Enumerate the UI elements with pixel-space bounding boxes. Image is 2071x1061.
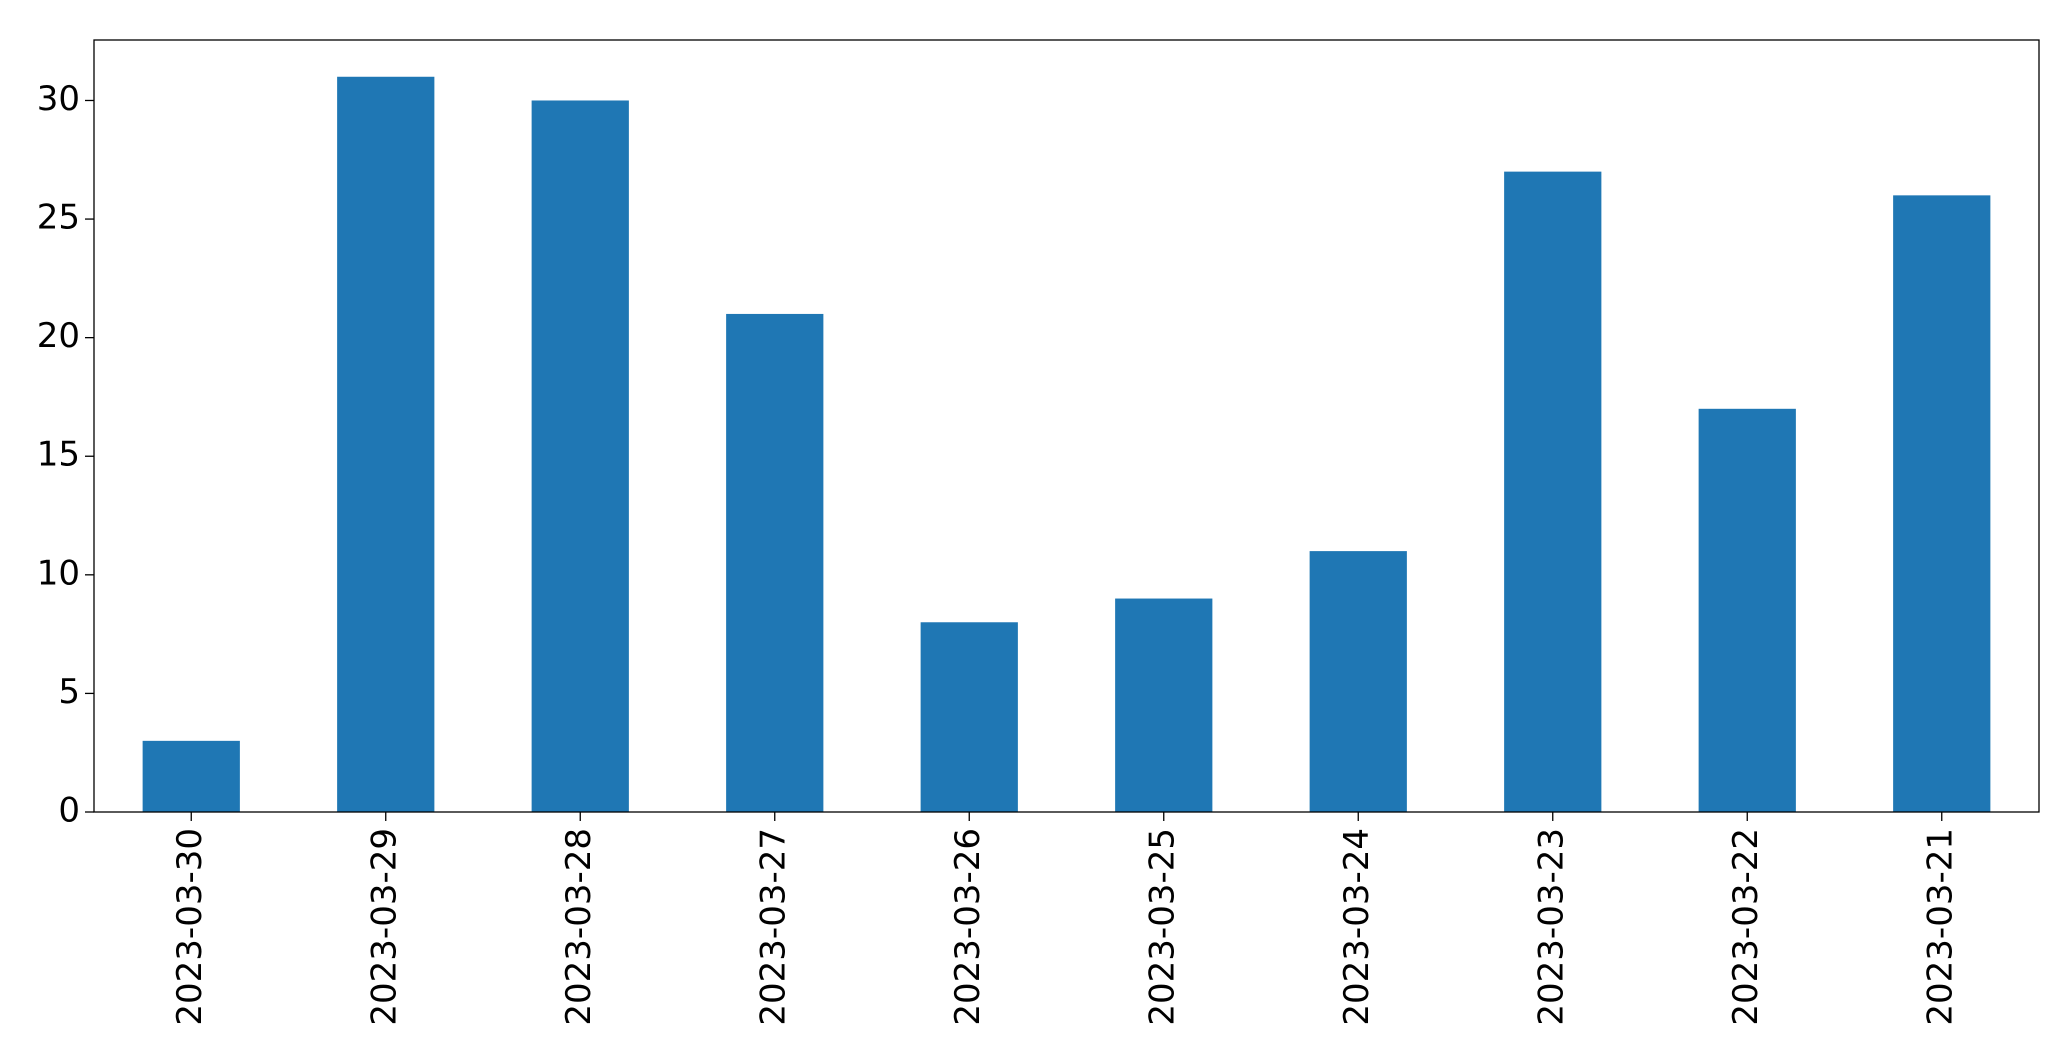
y-tick-label: 5 — [58, 672, 80, 712]
bar — [920, 622, 1018, 812]
y-tick-label: 15 — [37, 435, 80, 475]
x-tick-label: 2023-03-23 — [1531, 828, 1571, 1026]
y-tick-label: 0 — [58, 791, 80, 831]
bar — [1115, 598, 1213, 812]
bar — [531, 100, 629, 813]
bar — [337, 76, 435, 812]
x-tick-label: 2023-03-25 — [1142, 828, 1182, 1026]
bar — [1504, 171, 1602, 812]
x-tick-label: 2023-03-24 — [1337, 828, 1377, 1026]
bar — [142, 740, 240, 812]
bar — [726, 313, 824, 812]
x-tick-label: 2023-03-26 — [948, 828, 988, 1026]
bar — [1309, 551, 1407, 812]
y-tick-label: 30 — [37, 79, 80, 119]
y-tick-label: 25 — [37, 198, 80, 238]
x-tick-label: 2023-03-28 — [559, 828, 599, 1026]
y-tick-label: 20 — [37, 316, 80, 356]
bar — [1893, 195, 1991, 812]
x-tick-label: 2023-03-22 — [1726, 828, 1766, 1026]
plot-frame — [93, 39, 2040, 813]
x-tick-label: 2023-03-27 — [753, 828, 793, 1026]
x-tick-label: 2023-03-29 — [364, 828, 404, 1026]
bar — [1698, 408, 1796, 812]
y-tick-label: 10 — [37, 553, 80, 593]
x-tick-label: 2023-03-21 — [1920, 828, 1960, 1026]
x-tick-label: 2023-03-30 — [170, 828, 210, 1026]
